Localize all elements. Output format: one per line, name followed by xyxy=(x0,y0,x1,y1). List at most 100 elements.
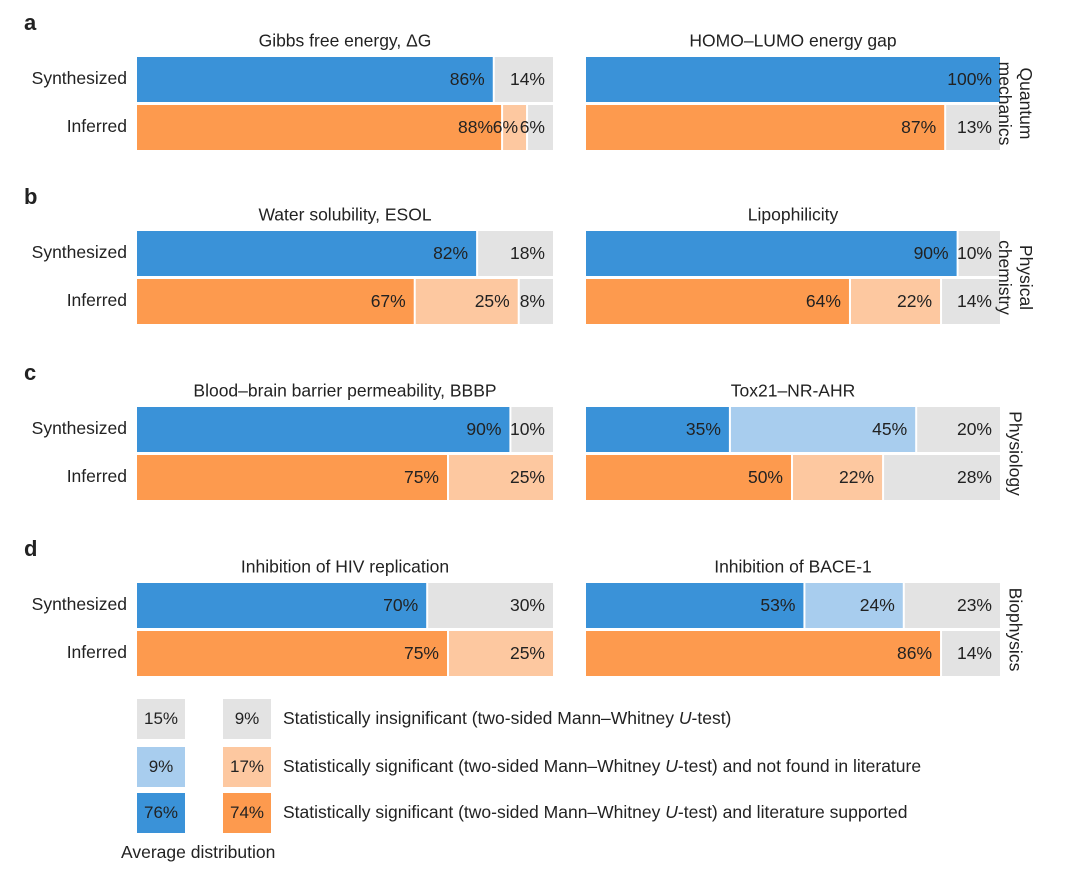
data-label-synthesized-insignificant: 10% xyxy=(957,243,992,263)
data-label-synthesized-insignificant: 14% xyxy=(510,69,545,89)
bar-synthesized-insignificant xyxy=(428,583,553,628)
bar-inferred-sig-lit xyxy=(586,279,849,324)
data-label-inferred-sig-lit: 86% xyxy=(897,643,932,663)
row-label-inferred: Inferred xyxy=(67,116,127,136)
data-label-inferred-insignificant: 8% xyxy=(520,291,545,311)
panel-title: Blood–brain barrier permeability, BBBP xyxy=(193,381,496,401)
bar-synthesized-sig-lit xyxy=(137,57,493,102)
data-label-inferred-insignificant: 28% xyxy=(957,467,992,487)
bar-synthesized-insignificant xyxy=(478,231,553,276)
bar-synthesized-insignificant xyxy=(958,231,1000,276)
data-label-synthesized-insignificant: 30% xyxy=(510,595,545,615)
data-label-inferred-insignificant: 14% xyxy=(957,643,992,663)
bar-synthesized-sig-lit xyxy=(137,583,427,628)
data-label-synthesized-insignificant: 10% xyxy=(510,419,545,439)
side-label-b-0: Physical xyxy=(1016,245,1036,310)
panel-title: Water solubility, ESOL xyxy=(258,205,431,225)
side-label-b-1: chemistry xyxy=(995,240,1015,315)
data-label-synthesized-sig-lit: 82% xyxy=(433,243,468,263)
data-label-inferred-sig-not-lit: 6% xyxy=(493,117,518,137)
data-label-inferred-sig-lit: 50% xyxy=(748,467,783,487)
bar-inferred-sig-not-lit xyxy=(793,455,883,500)
data-label-inferred-sig-not-lit: 25% xyxy=(510,643,545,663)
bar-inferred-sig-not-lit xyxy=(503,105,527,150)
data-label-inferred-sig-lit: 75% xyxy=(404,643,439,663)
data-label-inferred-sig-not-lit: 22% xyxy=(839,467,874,487)
row-label-inferred: Inferred xyxy=(67,290,127,310)
data-label-inferred-sig-lit: 75% xyxy=(404,467,439,487)
bar-inferred-sig-lit xyxy=(137,105,502,150)
data-label-synthesized-insignificant: 18% xyxy=(510,243,545,263)
row-label-synthesized: Synthesized xyxy=(32,418,127,438)
bar-inferred-sig-not-lit xyxy=(415,279,518,324)
bar-synthesized-sig-lit xyxy=(586,583,804,628)
data-label-synthesized-sig-lit: 90% xyxy=(914,243,949,263)
data-label-inferred-insignificant: 13% xyxy=(957,117,992,137)
bar-inferred-sig-lit xyxy=(137,631,447,676)
panel-title: Inhibition of HIV replication xyxy=(241,557,449,577)
panel-title: HOMO–LUMO energy gap xyxy=(689,31,896,51)
data-label-synthesized-sig-lit: 90% xyxy=(466,419,501,439)
row-label-inferred: Inferred xyxy=(67,642,127,662)
bar-inferred-insignificant xyxy=(528,105,553,150)
bar-inferred-insignificant xyxy=(942,279,1000,324)
data-label-synthesized-sig-lit: 70% xyxy=(383,595,418,615)
bar-synthesized-insignificant xyxy=(917,407,1000,452)
bar-synthesized-sig-lit xyxy=(586,231,957,276)
bar-synthesized-sig-lit xyxy=(586,407,729,452)
bar-synthesized-insignificant xyxy=(904,583,1000,628)
bar-inferred-sig-not-lit xyxy=(449,631,553,676)
data-label-synthesized-insignificant: 23% xyxy=(957,595,992,615)
data-label-inferred-insignificant: 6% xyxy=(520,117,545,137)
row-label-synthesized: Synthesized xyxy=(32,594,127,614)
panel-title: Tox21–NR-AHR xyxy=(731,381,855,401)
section-letter-c: c xyxy=(24,360,36,385)
bar-synthesized-sig-lit xyxy=(586,57,1000,102)
bar-inferred-sig-not-lit xyxy=(449,455,553,500)
bar-inferred-sig-lit xyxy=(137,279,414,324)
bar-synthesized-sig-not-lit xyxy=(730,407,916,452)
data-label-inferred-sig-not-lit: 25% xyxy=(475,291,510,311)
data-label-inferred-insignificant: 14% xyxy=(957,291,992,311)
section-letter-a: a xyxy=(24,10,37,35)
data-label-synthesized-sig-not-lit: 45% xyxy=(872,419,907,439)
bar-inferred-sig-lit xyxy=(586,631,941,676)
panel-title: Lipophilicity xyxy=(748,205,839,225)
data-label-inferred-sig-lit: 64% xyxy=(806,291,841,311)
data-label-synthesized-insignificant: 20% xyxy=(957,419,992,439)
data-label-synthesized-sig-lit: 53% xyxy=(760,595,795,615)
panel-title: Gibbs free energy, ΔG xyxy=(259,31,432,51)
bar-inferred-insignificant xyxy=(519,279,553,324)
bar-inferred-insignificant xyxy=(942,631,1000,676)
row-label-synthesized: Synthesized xyxy=(32,68,127,88)
bar-synthesized-insignificant xyxy=(494,57,553,102)
side-label-d-0: Biophysics xyxy=(1005,588,1025,672)
bar-synthesized-insignificant xyxy=(511,407,553,452)
data-label-inferred-sig-lit: 88% xyxy=(458,117,493,137)
side-label-a-1: mechanics xyxy=(995,62,1015,146)
data-label-inferred-sig-lit: 67% xyxy=(371,291,406,311)
data-label-synthesized-sig-lit: 86% xyxy=(450,69,485,89)
data-label-synthesized-sig-not-lit: 24% xyxy=(860,595,895,615)
bar-synthesized-sig-not-lit xyxy=(805,583,903,628)
side-label-a-0: Quantum xyxy=(1016,68,1036,140)
panel-title: Inhibition of BACE-1 xyxy=(714,557,872,577)
row-label-inferred: Inferred xyxy=(67,466,127,486)
bar-synthesized-sig-lit xyxy=(137,407,510,452)
bar-inferred-sig-lit xyxy=(586,455,791,500)
side-label-c-0: Physiology xyxy=(1005,411,1025,496)
bar-inferred-insignificant xyxy=(884,455,1000,500)
data-label-synthesized-sig-lit: 100% xyxy=(947,69,992,89)
data-label-inferred-sig-not-lit: 25% xyxy=(510,467,545,487)
bar-synthesized-sig-lit xyxy=(137,231,477,276)
bar-inferred-sig-not-lit xyxy=(850,279,941,324)
bar-inferred-sig-lit xyxy=(137,455,447,500)
bar-inferred-insignificant xyxy=(946,105,1000,150)
data-label-synthesized-sig-lit: 35% xyxy=(686,419,721,439)
bar-inferred-sig-lit xyxy=(586,105,945,150)
section-letter-d: d xyxy=(24,536,37,561)
data-label-inferred-sig-not-lit: 22% xyxy=(897,291,932,311)
section-letter-b: b xyxy=(24,184,37,209)
row-label-synthesized: Synthesized xyxy=(32,242,127,262)
